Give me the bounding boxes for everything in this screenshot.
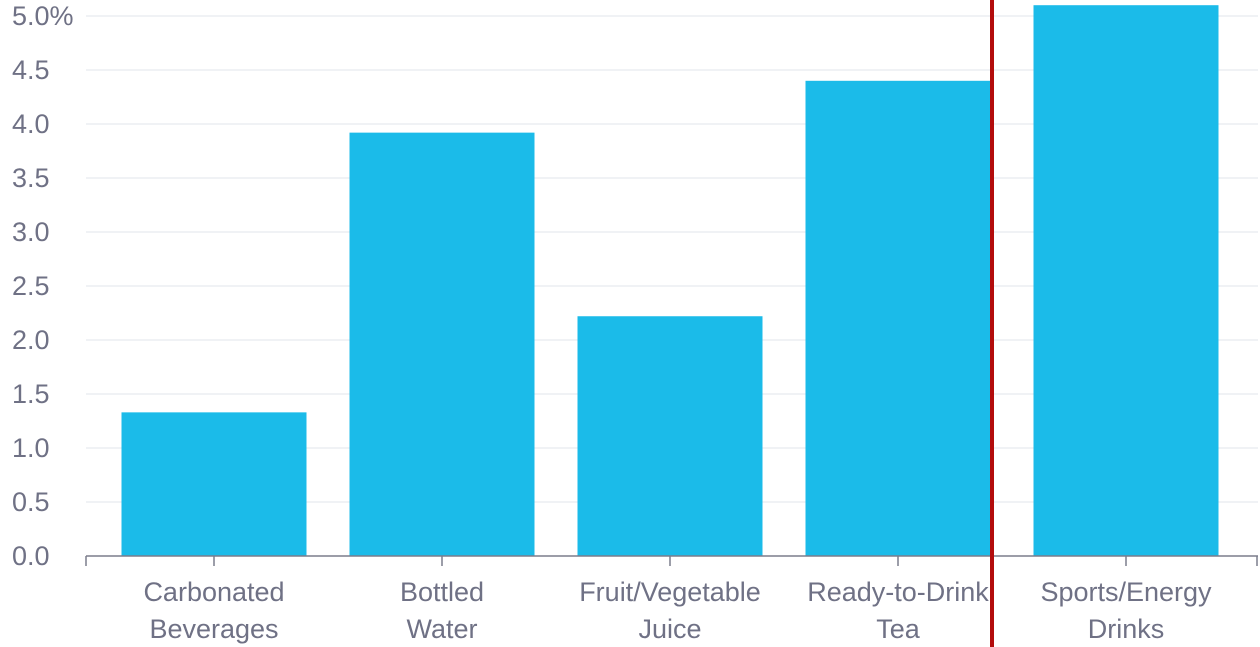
x-tick-label: Carbonated Beverages	[143, 577, 284, 644]
y-tick-label: 2.0	[12, 325, 50, 355]
y-tick-label: 3.5	[12, 163, 50, 193]
y-axis-tick-labels: 0.0 0.5 1.0 1.5 2.0 2.5 3.0 3.5 4.0 4.5 5.0%	[12, 1, 74, 571]
y-tick-label: 3.0	[12, 217, 50, 247]
bar	[805, 80, 991, 557]
x-axis-tick-labels: Carbonated Beverages Bottled Water Fruit/Veg…	[143, 577, 1212, 644]
y-tick-label: 0.0	[12, 541, 50, 571]
y-tick-label: 4.0	[12, 109, 50, 139]
y-tick-label: 0.5	[12, 487, 50, 517]
bar	[1033, 5, 1219, 556]
bar	[121, 412, 307, 556]
bar	[349, 132, 535, 556]
y-tick-label: 5.0%	[12, 1, 74, 31]
bars	[121, 5, 1219, 557]
y-tick-label: 1.5	[12, 379, 50, 409]
y-tick-label: 4.5	[12, 55, 50, 85]
x-axis	[85, 555, 1258, 566]
x-tick-label: Bottled Water	[400, 577, 484, 644]
x-tick-label: Sports/Energy Drinks	[1040, 577, 1212, 644]
y-tick-label: 2.5	[12, 271, 50, 301]
y-tick-label: 1.0	[12, 433, 50, 463]
x-tick-label: Fruit/Vegetable Juice	[579, 577, 761, 644]
x-tick-label: Ready-to-Drink Tea	[807, 577, 989, 644]
bar	[577, 316, 763, 556]
